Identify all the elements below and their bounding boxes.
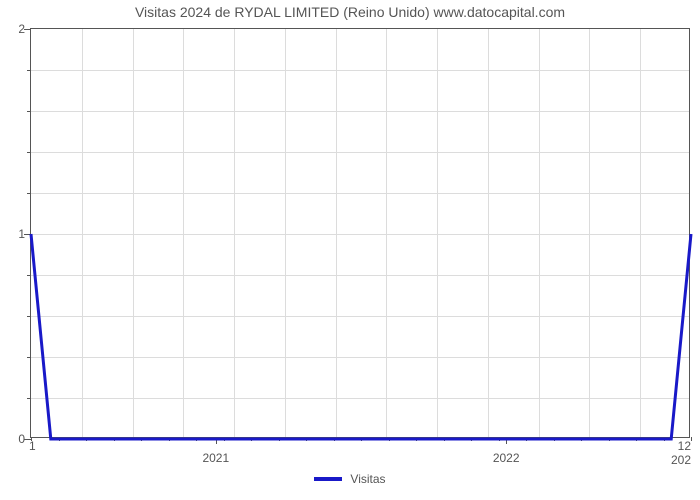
x-axis-corner-right: 12 202 xyxy=(671,437,691,467)
legend-swatch xyxy=(314,477,342,481)
x-axis-tick-minor xyxy=(691,437,692,441)
y-axis-tick xyxy=(24,29,31,30)
series-line xyxy=(31,29,691,439)
legend: Visitas xyxy=(0,472,700,486)
x-axis-corner-left: 1 xyxy=(29,437,36,453)
legend-label: Visitas xyxy=(350,472,385,486)
plot-area: 01220212022112 202 xyxy=(30,28,690,438)
chart-title: Visitas 2024 de RYDAL LIMITED (Reino Uni… xyxy=(0,4,700,20)
chart-container: Visitas 2024 de RYDAL LIMITED (Reino Uni… xyxy=(0,0,700,500)
